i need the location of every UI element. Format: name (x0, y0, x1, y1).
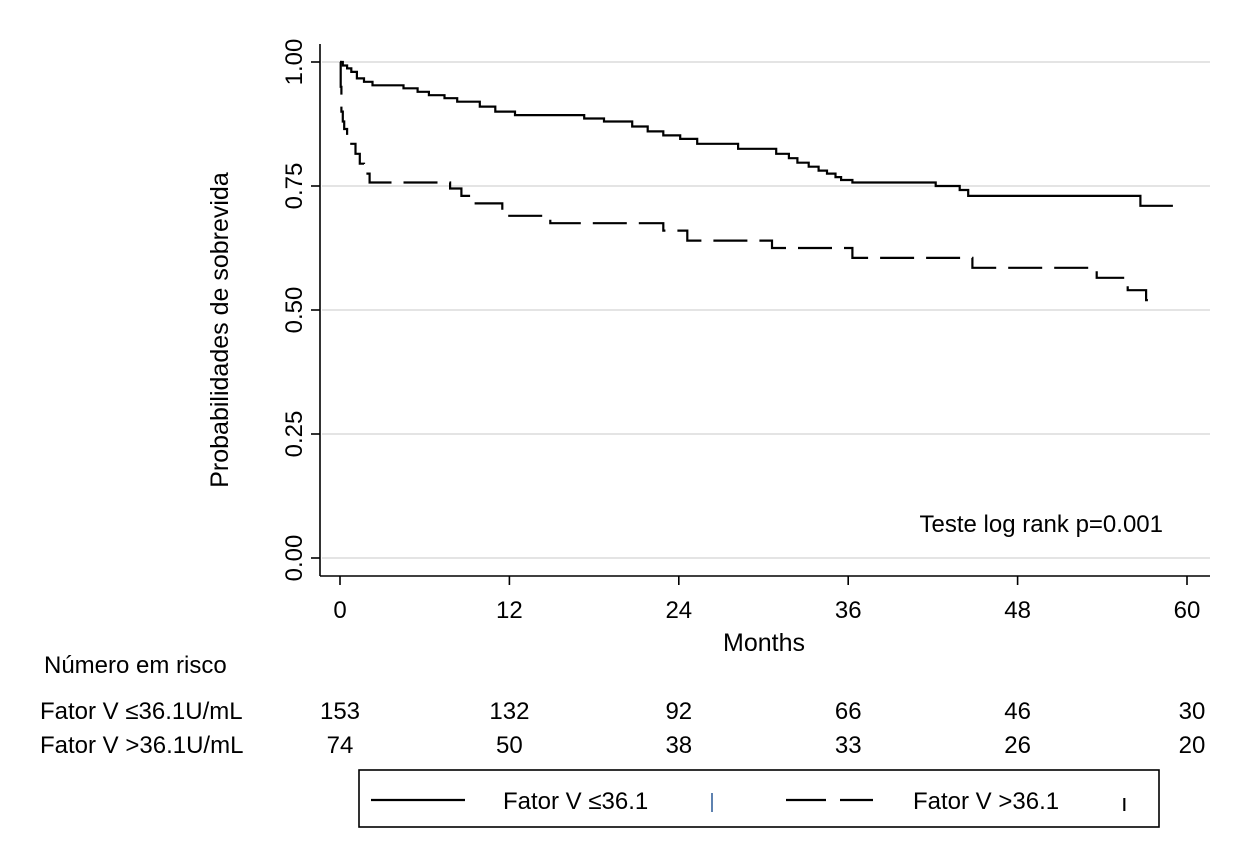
risk-row-label: Fator V ≤36.1U/mL (40, 698, 243, 725)
x-tick-label: 24 (665, 597, 692, 624)
risk-value: 50 (496, 732, 523, 759)
series-layer (339, 60, 1173, 305)
x-tick-label: 60 (1174, 597, 1201, 624)
grid-layer (322, 61, 1210, 559)
risk-table-title: Número em risco (44, 652, 227, 679)
legend-censor-dashed: ı (1121, 790, 1128, 817)
risk-value: 92 (665, 698, 692, 725)
axis-layer: 0.00 0.25 0.50 0.75 1.00 0 12 24 36 48 60 (281, 39, 1210, 624)
risk-value: 153 (320, 698, 360, 725)
x-tick-label: 12 (496, 597, 523, 624)
legend-label-solid: Fator V ≤36.1 (503, 788, 648, 815)
legend-box (358, 769, 1160, 828)
risk-value: 33 (835, 732, 862, 759)
series-line-dashed (339, 60, 1150, 305)
y-tick-label: 0.00 (281, 535, 308, 582)
series-line-solid (340, 60, 1173, 207)
risk-value: 66 (835, 698, 862, 725)
risk-value: 46 (1004, 698, 1031, 725)
x-tick-label: 36 (835, 597, 862, 624)
risk-value: 38 (665, 732, 692, 759)
x-tick-label: 48 (1004, 597, 1031, 624)
risk-table: Número em risco Fator V ≤36.1U/mL 153 132 9… (40, 652, 1205, 759)
risk-value: 74 (327, 732, 354, 759)
y-tick-label: 0.75 (281, 163, 308, 210)
y-tick-label: 0.25 (281, 411, 308, 458)
y-axis-title: Probabilidades de sobrevida (206, 172, 234, 488)
risk-value: 132 (489, 698, 529, 725)
legend-label-dashed: Fator V >36.1 (913, 788, 1059, 815)
x-tick-label: 0 (333, 597, 346, 624)
x-axis-title: Months (723, 629, 805, 657)
log-rank-annotation: Teste log rank p=0.001 (919, 511, 1163, 538)
risk-row-label: Fator V >36.1U/mL (40, 732, 243, 759)
risk-value: 30 (1179, 698, 1206, 725)
y-tick-label: 1.00 (281, 39, 308, 86)
risk-value: 26 (1004, 732, 1031, 759)
y-tick-label: 0.50 (281, 287, 308, 334)
risk-value: 20 (1179, 732, 1206, 759)
legend: Fator V ≤36.1 Fator V >36.1 ı (358, 769, 1160, 828)
